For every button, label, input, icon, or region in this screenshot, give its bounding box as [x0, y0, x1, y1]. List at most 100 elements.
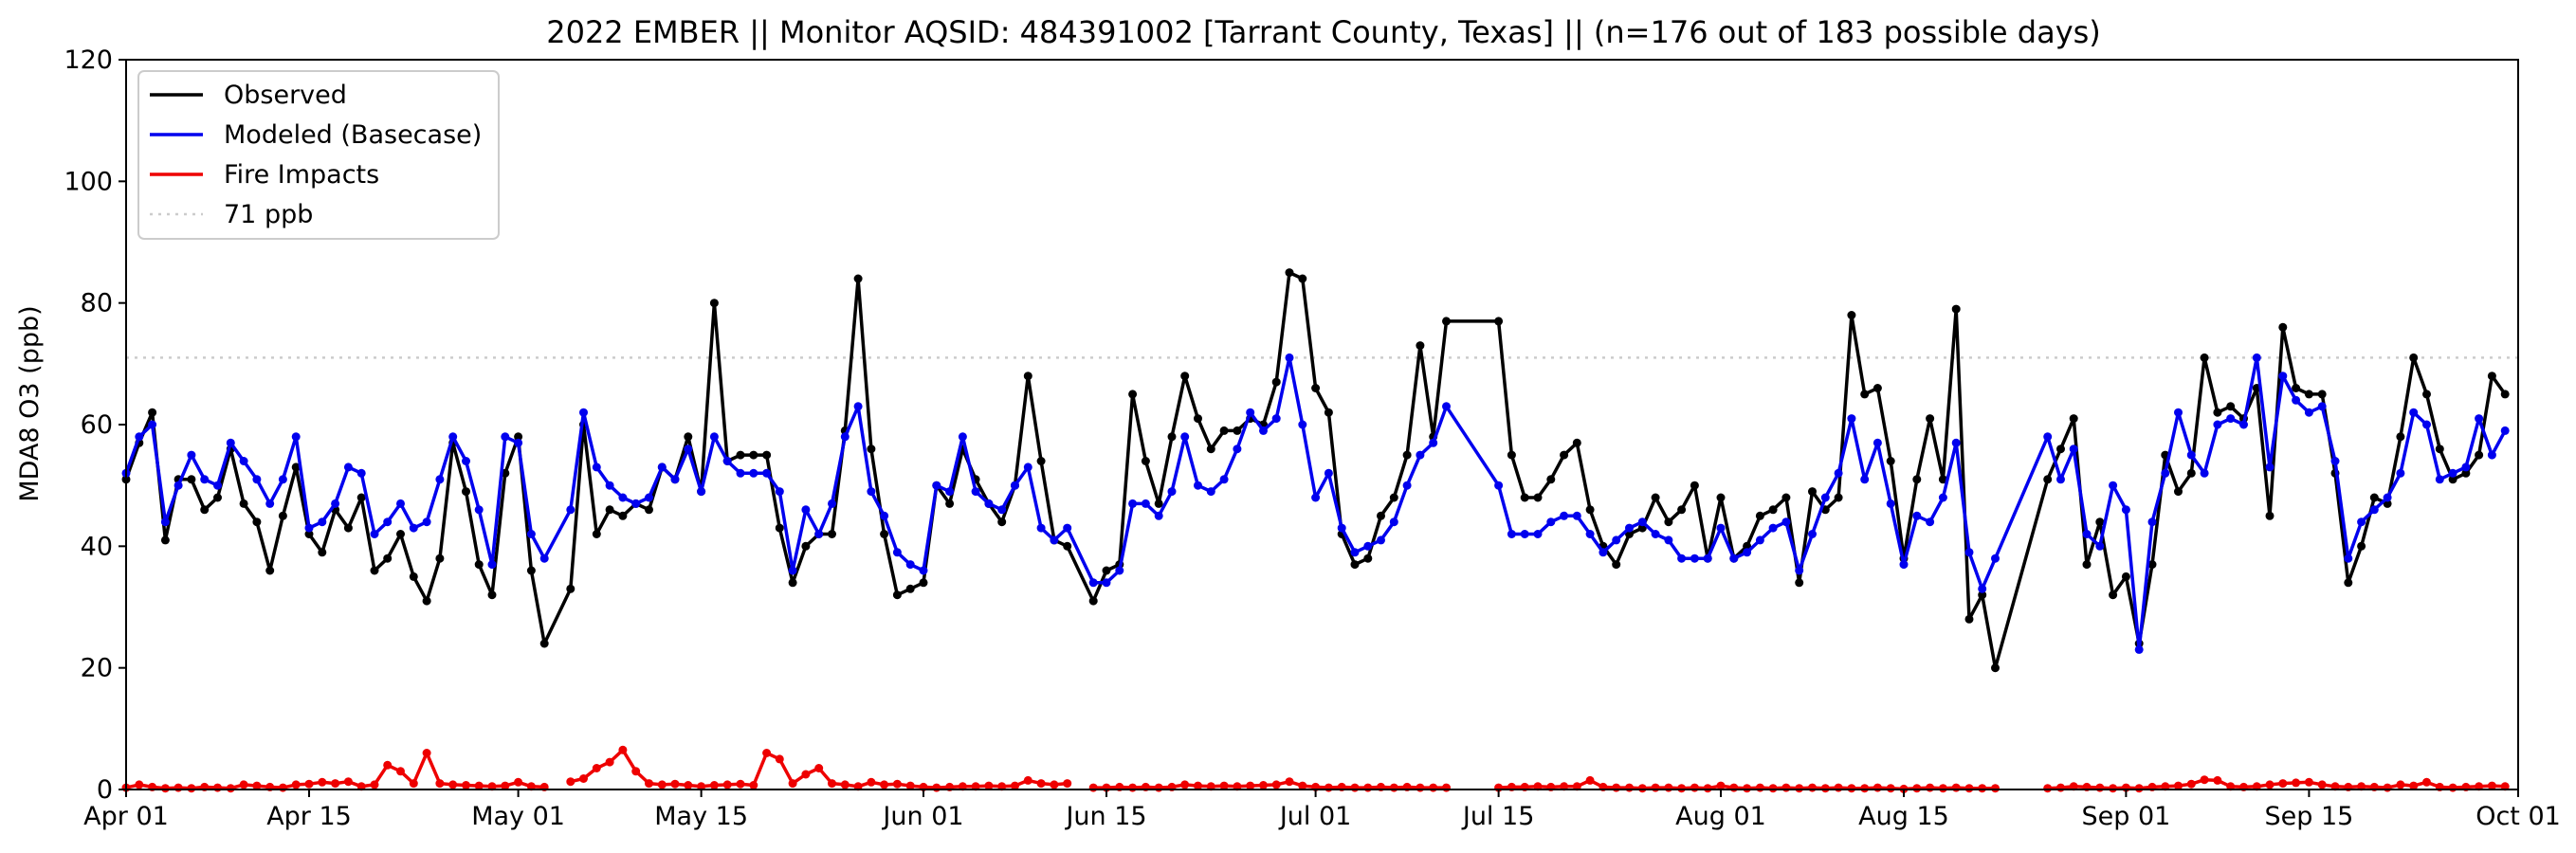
data-point	[1951, 304, 1961, 314]
data-point	[1938, 784, 1947, 793]
data-point	[278, 475, 287, 484]
data-point	[814, 530, 824, 538]
data-point	[265, 566, 275, 575]
chart-title: 2022 EMBER || Monitor AQSID: 484391002 […	[546, 14, 2101, 50]
data-point	[2278, 322, 2288, 332]
data-point	[1560, 450, 1569, 460]
data-point	[1991, 784, 2000, 793]
data-point	[670, 475, 680, 484]
x-tick-label: Jul 01	[1278, 802, 1352, 831]
data-point	[2043, 432, 2053, 442]
legend-box	[137, 70, 500, 240]
data-point	[1690, 783, 1699, 792]
data-point	[892, 590, 902, 600]
data-point	[1180, 780, 1190, 789]
data-point	[1625, 783, 1634, 792]
data-point	[2409, 408, 2419, 417]
data-point	[2186, 450, 2196, 460]
data-point	[526, 530, 536, 538]
data-point	[1324, 408, 1333, 417]
data-point	[1389, 493, 1398, 502]
data-point	[160, 784, 170, 793]
data-point	[239, 457, 248, 465]
data-point	[1768, 505, 1778, 515]
data-point	[605, 481, 614, 490]
x-tick-label: Jul 15	[1461, 802, 1535, 831]
data-point	[775, 487, 784, 497]
data-point	[2265, 780, 2275, 789]
data-point	[867, 487, 876, 497]
data-point	[1206, 487, 1215, 497]
data-point	[867, 445, 876, 454]
data-point	[1102, 566, 1111, 575]
data-point	[2475, 450, 2484, 460]
data-point	[1637, 784, 1647, 793]
data-point	[2082, 530, 2092, 538]
data-point	[1194, 481, 1202, 490]
data-point	[1259, 426, 1268, 435]
data-point	[1585, 530, 1595, 538]
data-point	[1050, 535, 1059, 545]
data-point	[657, 780, 667, 789]
data-point	[1546, 517, 1556, 527]
data-point	[356, 468, 366, 478]
data-point	[736, 468, 745, 478]
data-point	[226, 438, 235, 447]
data-point	[2265, 463, 2275, 472]
data-point	[2487, 450, 2496, 460]
data-point	[1088, 596, 1098, 606]
data-point	[2422, 777, 2431, 787]
data-point	[331, 779, 340, 789]
data-point	[709, 299, 719, 308]
x-tick-label: Apr 15	[266, 802, 352, 831]
data-point	[1847, 784, 1856, 793]
data-point	[840, 780, 850, 789]
data-point	[566, 584, 575, 593]
y-tick-label: 80	[81, 289, 113, 318]
data-point	[291, 432, 301, 442]
data-point	[2344, 554, 2353, 563]
data-point	[1206, 445, 1215, 454]
data-point	[853, 274, 863, 283]
data-point	[2292, 395, 2301, 405]
y-tick-label: 0	[97, 775, 113, 805]
data-point	[2475, 414, 2484, 424]
data-point	[1194, 781, 1202, 790]
legend-label: Fire Impacts	[224, 160, 379, 190]
data-point	[370, 530, 379, 538]
data-point	[1271, 414, 1281, 424]
data-point	[645, 505, 653, 515]
data-point	[2317, 780, 2327, 789]
data-point	[1716, 523, 1726, 533]
data-point	[984, 499, 994, 508]
data-point	[1298, 420, 1307, 429]
data-point	[801, 505, 811, 515]
data-point	[2056, 475, 2065, 484]
data-point	[2435, 475, 2444, 484]
data-point	[1377, 535, 1385, 545]
data-point	[1978, 584, 1987, 593]
data-point	[592, 530, 601, 538]
data-point	[1416, 450, 1425, 460]
data-point	[1768, 784, 1778, 793]
data-point	[1664, 535, 1673, 545]
data-point	[501, 781, 510, 790]
data-point	[788, 779, 797, 789]
data-point	[2226, 414, 2236, 424]
data-point	[1311, 493, 1321, 502]
data-point	[226, 784, 235, 793]
data-point	[788, 578, 797, 588]
data-point	[396, 499, 405, 508]
data-point	[1938, 493, 1947, 502]
data-point	[1768, 523, 1778, 533]
data-point	[422, 749, 431, 757]
data-point	[2357, 541, 2366, 551]
data-point	[435, 779, 445, 789]
data-point	[1834, 493, 1843, 502]
data-point	[2304, 390, 2313, 399]
data-point	[1036, 457, 1046, 465]
data-point	[2121, 505, 2130, 515]
data-point	[148, 420, 157, 429]
data-point	[1520, 493, 1529, 502]
data-point	[1402, 481, 1412, 490]
